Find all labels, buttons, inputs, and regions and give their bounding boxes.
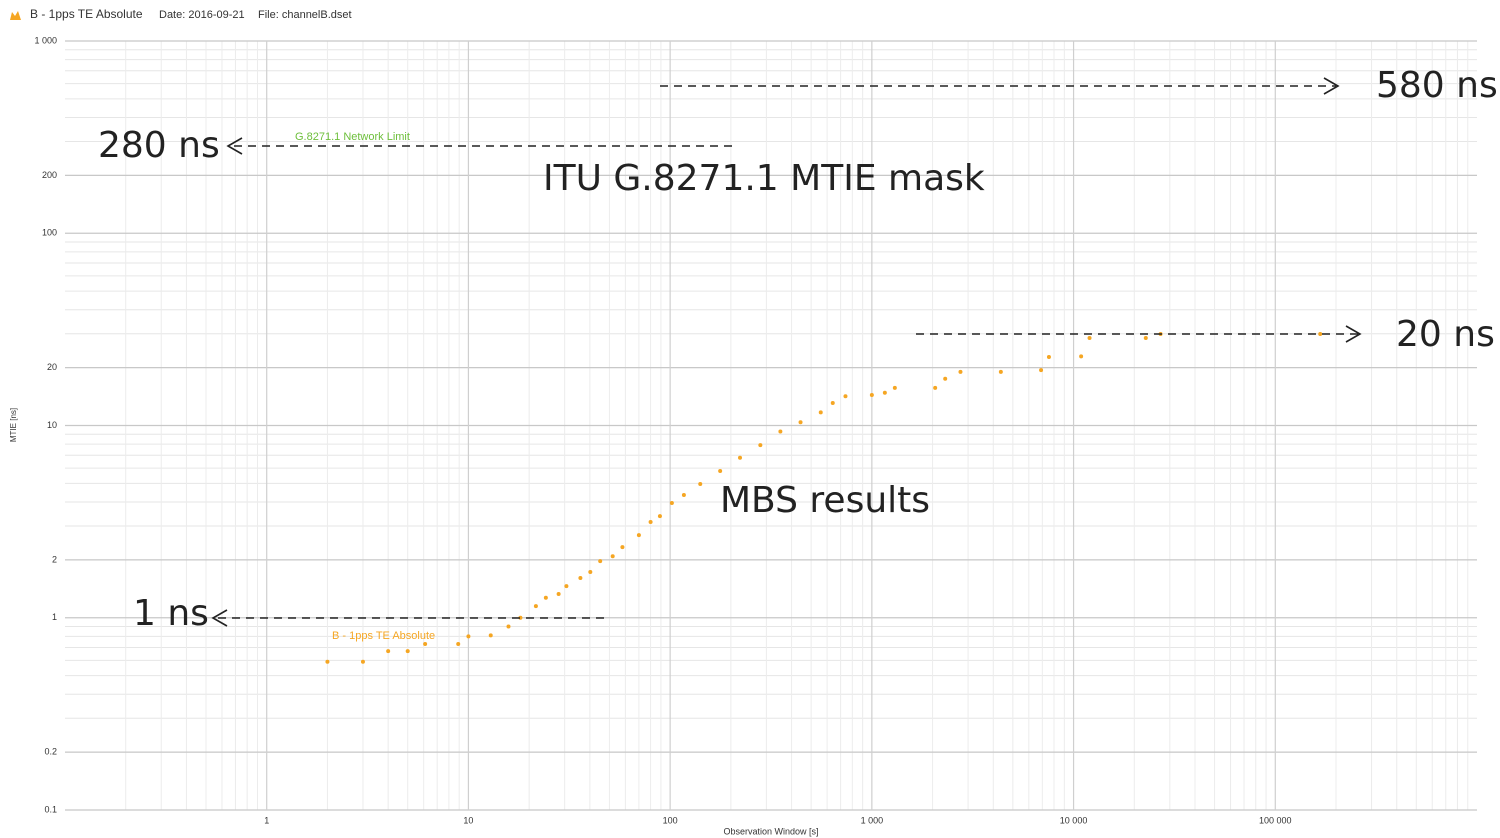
- data-point: [405, 649, 410, 654]
- data-point: [423, 642, 428, 647]
- data-point: [556, 591, 561, 596]
- y-tick-label: 1: [52, 612, 57, 622]
- data-point: [830, 400, 835, 405]
- arrow-head: [211, 609, 228, 627]
- y-axis-label: MTIE [ns]: [9, 408, 18, 442]
- header-date: Date: 2016-09-21: [159, 9, 245, 21]
- arrow-head: [1323, 77, 1340, 95]
- data-point: [933, 385, 938, 390]
- grid: 0.1 0.2 1 2 10 20 100 200 1 000 1 10 100 1 000 10 000…: [34, 35, 1477, 825]
- data-point: [869, 393, 874, 398]
- annotation: 280 ns: [98, 125, 220, 166]
- x-tick-label: 100: [663, 815, 678, 825]
- data-point: [818, 410, 823, 415]
- data-point: [506, 624, 511, 629]
- x-tick-label: 10: [463, 815, 473, 825]
- data-point: [778, 429, 783, 434]
- y-tick-label: 0.1: [44, 804, 57, 814]
- data-point: [669, 501, 674, 506]
- data-point: [1318, 332, 1323, 337]
- annotation: 580 ns: [1376, 65, 1498, 106]
- data-point: [1143, 336, 1148, 341]
- data-point: [882, 390, 887, 395]
- annotation: ITU G.8271.1 MTIE mask: [543, 158, 985, 199]
- annotation: 20 ns: [1396, 314, 1495, 355]
- data-point: [543, 595, 548, 600]
- data-point: [648, 519, 653, 524]
- annotation-arrows: [211, 77, 1362, 627]
- series-label: G.8271.1 Network Limit: [295, 131, 410, 143]
- arrow-head: [1345, 325, 1362, 343]
- data-point: [456, 642, 461, 647]
- x-axis-label: Observation Window [s]: [723, 826, 818, 836]
- y-tick-label: 2: [52, 554, 57, 564]
- data-point: [588, 569, 593, 574]
- header-title: B - 1pps TE Absolute: [30, 7, 143, 21]
- x-tick-label: 1 000: [861, 815, 884, 825]
- data-point: [610, 554, 615, 559]
- header-icon: [10, 11, 21, 20]
- arrow-head: [226, 137, 243, 155]
- data-point: [578, 575, 583, 580]
- data-point: [958, 369, 963, 374]
- data-point: [360, 659, 365, 664]
- data-point: [1039, 368, 1044, 373]
- y-tick-label: 20: [47, 362, 57, 372]
- data-point: [488, 633, 493, 638]
- data-point: [738, 455, 743, 460]
- data-point: [943, 376, 948, 381]
- y-tick-label: 0.2: [44, 747, 57, 757]
- header: B - 1pps TE Absolute Date: 2016-09-21 Fi…: [10, 7, 352, 21]
- data-point: [533, 604, 538, 609]
- data-point: [1046, 355, 1051, 360]
- data-point: [598, 559, 603, 564]
- y-tick-label: 10: [47, 420, 57, 430]
- data-point: [698, 482, 703, 487]
- data-point: [1079, 354, 1084, 359]
- data-point: [843, 394, 848, 399]
- data-point: [657, 514, 662, 519]
- series-label: B - 1pps TE Absolute: [332, 630, 435, 642]
- data-point: [998, 369, 1003, 374]
- data-point: [386, 649, 391, 654]
- data-point: [681, 493, 686, 498]
- y-tick-label: 100: [42, 228, 57, 238]
- annotation: 1 ns: [133, 593, 209, 634]
- data-point: [620, 545, 625, 550]
- y-tick-label: 200: [42, 170, 57, 180]
- data-point: [798, 420, 803, 425]
- data-point: [636, 533, 641, 538]
- data-point: [325, 659, 330, 664]
- annotation: MBS results: [720, 480, 930, 521]
- data-point: [564, 584, 569, 589]
- x-tick-label: 100 000: [1259, 815, 1292, 825]
- data-point: [1087, 336, 1092, 341]
- y-tick-label: 1 000: [34, 35, 57, 45]
- header-file: File: channelB.dset: [258, 9, 352, 21]
- data-point: [892, 385, 897, 390]
- data-point: [718, 468, 723, 473]
- data-point: [466, 634, 471, 639]
- data-point: [758, 443, 763, 448]
- x-tick-label: 10 000: [1060, 815, 1088, 825]
- x-tick-label: 1: [264, 815, 269, 825]
